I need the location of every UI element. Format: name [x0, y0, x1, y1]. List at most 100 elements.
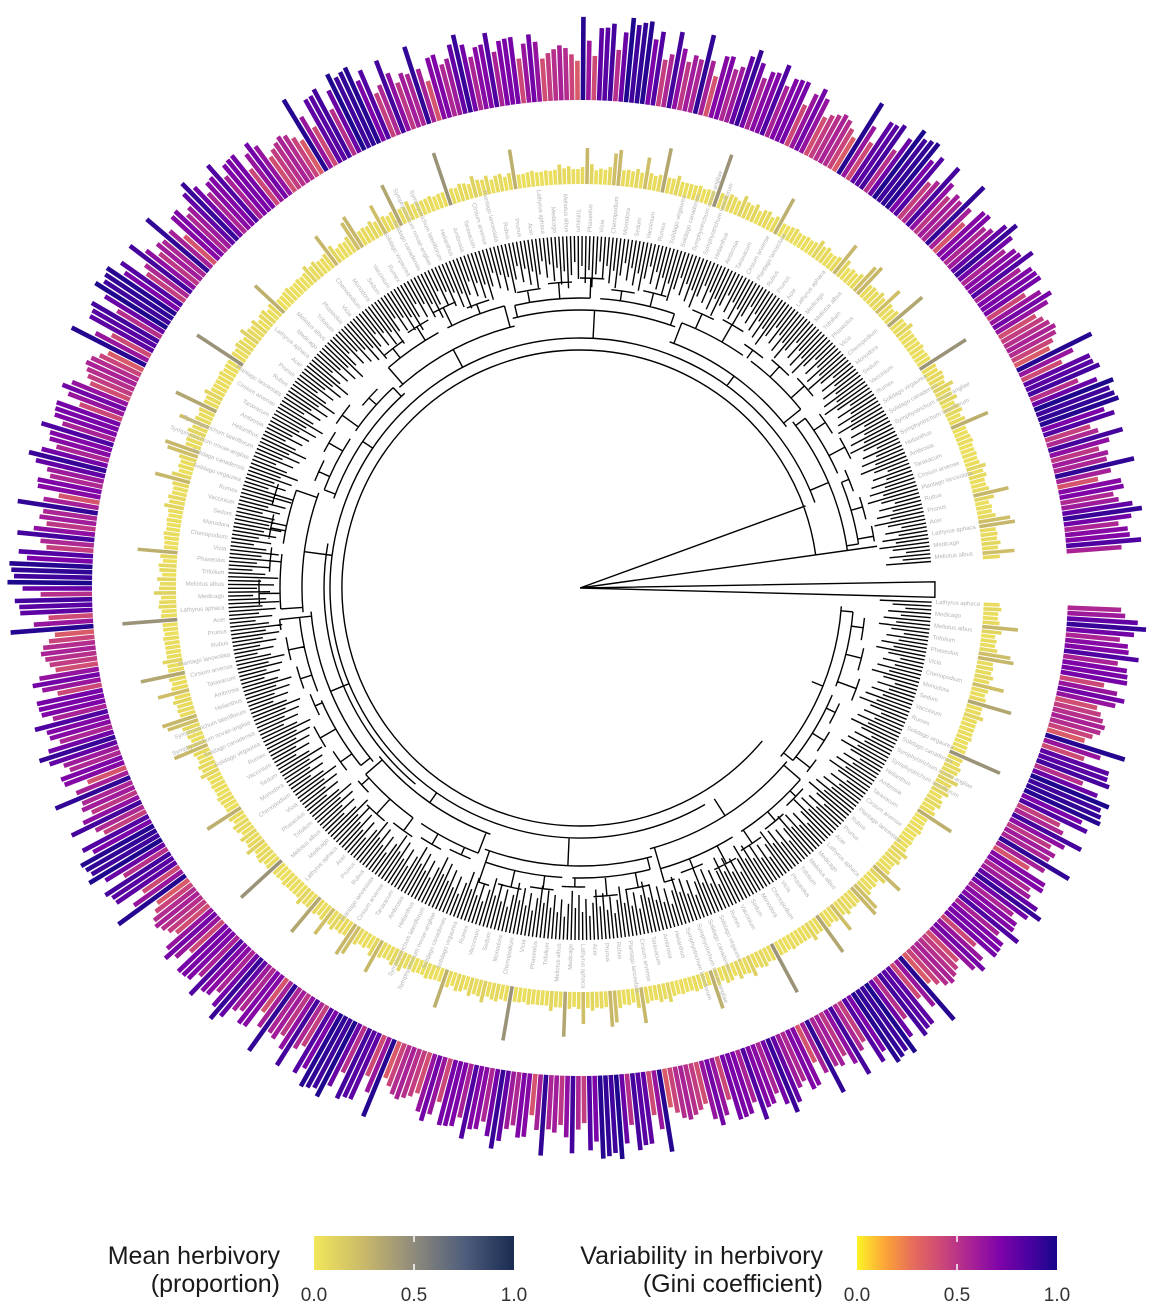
mean-herbivory-bar [807, 241, 819, 256]
variability-bar [687, 59, 705, 113]
variability-bar [624, 1073, 635, 1126]
variability-bar [49, 429, 113, 453]
variability-bar [728, 55, 756, 125]
tip-label: Rumex [218, 484, 238, 495]
mean-herbivory-bar [611, 153, 619, 186]
mean-herbivory-bar [497, 173, 505, 192]
mean-herbivory-bar [928, 789, 943, 800]
mean-herbivory-bar [656, 983, 664, 1003]
mean-herbivory-bar [520, 173, 527, 189]
variability-bar [1020, 359, 1063, 383]
variability-bar [1023, 787, 1101, 827]
variability-bar [90, 832, 161, 877]
mean-herbivory-bar [769, 942, 799, 994]
variability-bar [38, 692, 105, 713]
mean-herbivory-bar [979, 526, 997, 533]
mean-herbivory-bar [516, 174, 523, 189]
tip-label: Vicia [520, 939, 528, 953]
mean-herbivory-bar [603, 991, 609, 1008]
variability-bar [81, 784, 136, 813]
mean-herbivory-bar [849, 886, 877, 916]
mean-herbivory-bar [435, 193, 445, 209]
mean-herbivory-bar [943, 761, 962, 773]
tip-label: Plantago lanceolata [626, 940, 639, 994]
variability-bar [928, 207, 972, 250]
mean-herbivory-bar [973, 494, 995, 503]
variability-bar [1062, 653, 1119, 666]
variability-bar [924, 185, 986, 246]
variability-bar [666, 31, 685, 109]
mean-herbivory-bar [165, 526, 181, 533]
variability-bar [592, 1075, 599, 1142]
mean-herbivory-bar [503, 985, 510, 1002]
mean-herbivory-bar [961, 716, 978, 725]
variability-bar [33, 618, 94, 627]
mean-herbivory-bar [781, 936, 792, 951]
mean-herbivory-bar [206, 806, 242, 831]
mean-herbivory-bar [214, 379, 230, 390]
variability-bar [855, 988, 905, 1058]
tip-label: Acer [213, 617, 226, 624]
mean-herbivory-bar [695, 974, 704, 990]
mean-herbivory-bar [736, 195, 749, 218]
variability-bar [218, 960, 269, 1018]
variability-bar [192, 185, 244, 238]
variability-bar [639, 21, 655, 105]
mean-herbivory-bar [165, 644, 181, 651]
variability-bar [303, 98, 343, 164]
mean-herbivory-bar [982, 620, 1000, 626]
variability-bar [563, 1075, 570, 1138]
variability-bar [1061, 496, 1120, 511]
mean-herbivory-bar [516, 987, 523, 1003]
mean-herbivory-bar [842, 268, 856, 284]
variability-bar [586, 40, 592, 101]
mean-herbivory-bar [961, 450, 978, 460]
variability-bar [1066, 544, 1122, 554]
variability-bar [803, 116, 828, 157]
variability-bar [267, 986, 303, 1034]
variability-bar [436, 1059, 459, 1126]
tip-label: Monodora [623, 207, 632, 235]
mean-herbivory-bar [895, 322, 914, 339]
variability-bar [364, 1036, 392, 1093]
variability-bar [1003, 826, 1056, 859]
variability-bar [921, 933, 959, 971]
variability-bar [1066, 626, 1135, 638]
variability-bar [205, 163, 260, 224]
mean-herbivory-bar [161, 713, 198, 729]
variability-bar [472, 46, 489, 110]
variability-bar [280, 992, 312, 1037]
variability-bar [168, 229, 214, 270]
mean-herbivory-bar [926, 793, 943, 805]
mean-herbivory-bar [198, 406, 216, 418]
variability-bar [244, 152, 285, 203]
mean-herbivory-bar [236, 820, 252, 834]
tip-label: Vicia [599, 219, 606, 233]
variability-bar [951, 901, 1004, 948]
tip-label: Sedum [482, 932, 493, 952]
mean-herbivory-bar [946, 412, 961, 422]
variability-bar [876, 138, 928, 203]
mean-herbivory-bar [616, 149, 624, 186]
mean-herbivory-bar [852, 266, 877, 293]
mean-herbivory-bar [757, 949, 770, 967]
variability-bar [243, 142, 289, 200]
variability-bar [980, 862, 1031, 900]
variability-bar [976, 266, 1033, 308]
variability-bar [650, 31, 667, 106]
mean-herbivory-bar [258, 313, 274, 328]
mean-herbivory-bar [932, 781, 949, 793]
mean-herbivory-bar [975, 504, 993, 511]
variability-bar [983, 858, 1031, 893]
mean-herbivory-bar [665, 982, 674, 1003]
mean-herbivory-bar [187, 730, 204, 740]
mean-herbivory-bar [168, 513, 183, 520]
mean-herbivory-bar [250, 319, 268, 335]
variability-bar [671, 48, 688, 110]
mean-herbivory-bar [647, 172, 654, 191]
variability-bar [176, 923, 229, 974]
variability-bar [86, 765, 127, 785]
mean-herbivory-bar [958, 442, 974, 451]
mean-herbivory-bar [594, 991, 599, 1008]
mean-herbivory-bar [909, 819, 924, 831]
